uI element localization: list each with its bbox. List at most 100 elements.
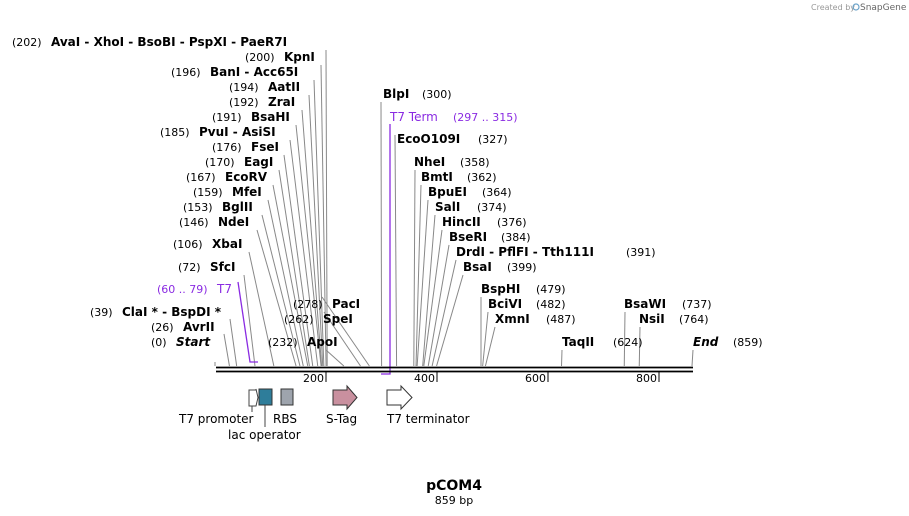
enzyme-pos: (194) — [229, 81, 259, 94]
enzyme-name: KpnI — [284, 50, 315, 64]
enzyme-pos: (482) — [536, 298, 566, 311]
enzyme-leader-line — [436, 274, 464, 367]
enzyme-leader-line — [267, 199, 304, 367]
enzyme-name: BseRI — [449, 230, 487, 244]
primer-name: T7 — [216, 282, 232, 296]
feature-t7-terminator: T7 terminator — [386, 384, 470, 426]
enzyme-name: ClaI * - BspDI * — [122, 305, 222, 319]
enzyme-name: BsaWI — [624, 297, 666, 311]
axis-tick-label: 400 — [414, 372, 435, 385]
enzyme-leader-line — [313, 79, 325, 367]
enzyme-name: End — [693, 335, 719, 349]
feature-rbs: RBS — [273, 388, 297, 426]
enzyme-name: NdeI — [218, 215, 249, 229]
enzyme-name: SalI — [435, 200, 460, 214]
enzyme-name: FseI — [251, 140, 279, 154]
enzyme-leader-line — [413, 169, 416, 367]
enzyme-name: MfeI — [232, 185, 262, 199]
enzyme-leader-line — [243, 274, 256, 367]
enzyme-pos: (859) — [733, 336, 763, 349]
feature-label: lac operator — [228, 428, 301, 442]
feature-label: T7 terminator — [386, 412, 470, 426]
enzyme-leader-line — [484, 326, 496, 367]
enzyme-pos: (167) — [186, 171, 216, 184]
rbs-box-icon — [280, 388, 294, 406]
enzyme-leader-line — [248, 251, 275, 367]
enzyme-name: ZraI — [268, 95, 295, 109]
primer-markers — [237, 124, 391, 375]
enzyme-name: AatII — [268, 80, 300, 94]
enzyme-name: Start — [176, 335, 211, 349]
enzyme-name: BsaI — [463, 260, 492, 274]
enzyme-leader-line — [256, 229, 297, 367]
enzyme-pos: (39) — [90, 306, 113, 319]
t7-terminator-arrow-icon — [386, 384, 413, 411]
enzyme-pos: (364) — [482, 186, 512, 199]
enzyme-name: TaqII — [562, 335, 594, 349]
axis-tick: 800 — [636, 372, 660, 385]
enzyme-name: AvaI - XhoI - BsoBI - PspXI - PaeR7I — [51, 35, 287, 49]
enzyme-pos: (146) — [179, 216, 209, 229]
position-ruler: 200 400 600 800 — [303, 372, 660, 385]
enzyme-leader-line — [638, 326, 641, 367]
enzyme-pos: (72) — [178, 261, 201, 274]
enzyme-pos: (327) — [478, 133, 508, 146]
enzyme-leader-line — [308, 94, 324, 367]
enzyme-leader-line — [289, 139, 319, 367]
enzyme-pos: (232) — [268, 336, 298, 349]
enzyme-pos: (153) — [183, 201, 213, 214]
enzyme-name: BsaHI — [251, 110, 290, 124]
enzyme-leader-line — [691, 349, 694, 367]
enzyme-name: EcoRV — [225, 170, 268, 184]
enzyme-pos: (0) — [151, 336, 167, 349]
enzyme-leader-line — [423, 229, 443, 367]
feature-t7-promoter: T7 promoter — [178, 388, 259, 426]
enzyme-name: BciVI — [488, 297, 522, 311]
enzyme-leader-line — [283, 154, 314, 367]
enzyme-pos: (185) — [160, 126, 190, 139]
snapgene-credit: Created by SnapGene — [811, 3, 907, 13]
plasmid-length: 859 bp — [435, 494, 473, 507]
credit-brand: SnapGene — [860, 3, 907, 13]
promoter-arrow-icon — [248, 388, 259, 407]
enzyme-pos: (192) — [229, 96, 259, 109]
enzyme-pos: (624) — [613, 336, 643, 349]
enzyme-pos: (191) — [212, 111, 242, 124]
enzyme-name: EcoO109I — [397, 132, 460, 146]
enzyme-pos: (374) — [477, 201, 507, 214]
axis-tick-label: 800 — [636, 372, 657, 385]
enzyme-name: XbaI — [212, 237, 242, 251]
enzyme-name: BglII — [222, 200, 253, 214]
enzyme-leader-line — [278, 169, 310, 367]
feature-label: RBS — [273, 412, 297, 426]
enzyme-pos: (399) — [507, 261, 537, 274]
enzyme-pos: (202) — [12, 36, 42, 49]
s-tag-arrow-icon — [332, 384, 358, 411]
enzyme-pos: (106) — [173, 238, 203, 251]
axis-tick: 400 — [414, 372, 438, 385]
enzyme-name: ApoI — [307, 335, 338, 349]
enzyme-leader-line — [325, 349, 345, 367]
enzyme-leader-line — [229, 318, 238, 367]
enzyme-leader-line — [380, 101, 383, 367]
enzyme-name: BspHI — [481, 282, 520, 296]
enzyme-labels: (202) AvaI - XhoI - BsoBI - PspXI - PaeR… — [12, 35, 763, 349]
snapgene-logo-icon — [852, 3, 860, 11]
enzyme-pos: (278) — [293, 298, 323, 311]
enzyme-pos: (764) — [679, 313, 709, 326]
enzyme-name: EagI — [244, 155, 273, 169]
enzyme-pos: (737) — [682, 298, 712, 311]
credit-prefix: Created by — [811, 3, 855, 12]
axis-tick-label: 600 — [525, 372, 546, 385]
enzyme-leader-lines — [214, 49, 694, 367]
feature-label: T7 promoter — [178, 412, 254, 426]
enzyme-leader-line — [422, 214, 436, 367]
plasmid-name: pCOM4 — [426, 478, 482, 494]
enzyme-name: PvuI - AsiSI — [199, 125, 276, 139]
enzyme-pos: (26) — [151, 321, 174, 334]
enzyme-leader-line — [416, 199, 429, 367]
enzyme-pos: (176) — [212, 141, 242, 154]
features: T7 promoter lac operator RBS S-Tag T7 te… — [178, 384, 470, 442]
enzyme-name: BmtI — [421, 170, 453, 184]
